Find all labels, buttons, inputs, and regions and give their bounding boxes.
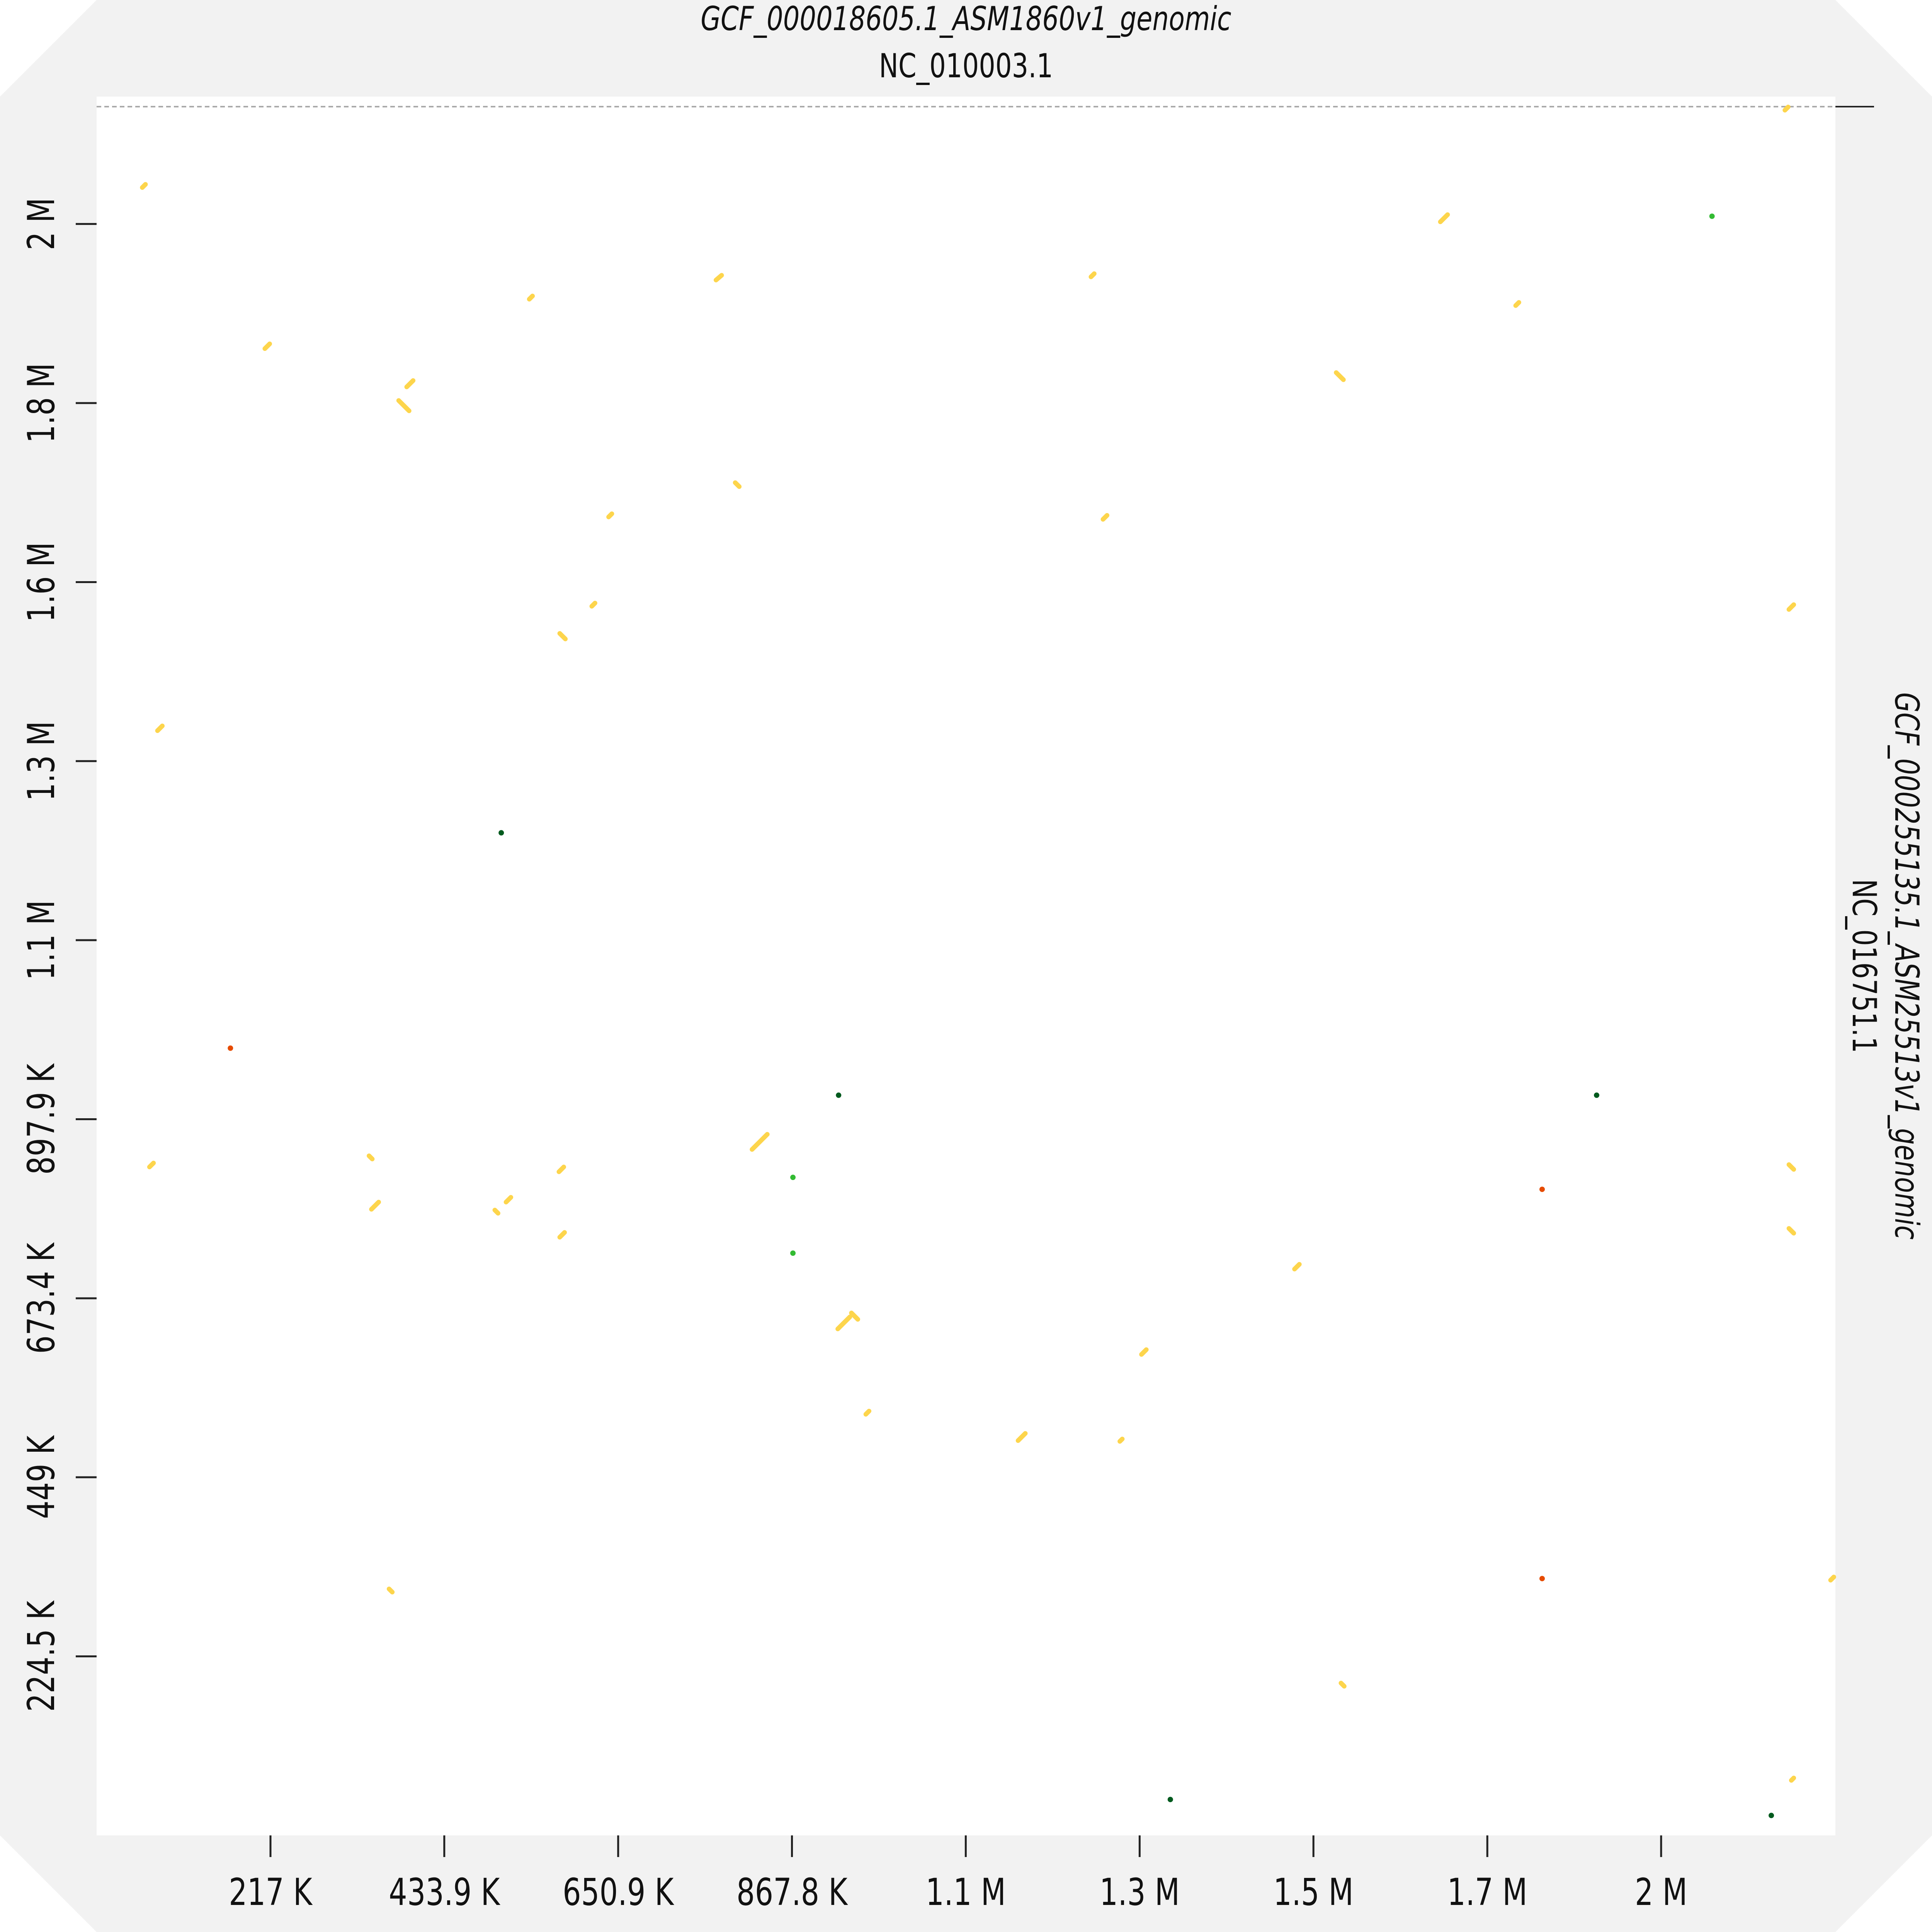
x-tick-label: 2 M [1635,1871,1687,1914]
x-tick-label: 217 K [229,1871,313,1914]
x-tick-label: 1.5 M [1273,1871,1353,1914]
alignment-point [1709,213,1715,219]
alignment-segment [262,341,272,351]
alignment-point [836,1092,842,1098]
alignment-segment [155,723,165,733]
alignment-segment [733,480,742,489]
alignment-segment [404,378,416,389]
chart-title: GCF_000018605.1_ASM1860v1_genomic [701,0,1231,38]
alignment-segment [713,273,724,282]
x-axis: 217 K 433.9 K 650.9 K 867.8 K 1.1 M 1.3 M 1.5 … [229,1835,1687,1914]
y-tick-label: 449 K [20,1435,63,1519]
right-title: GCF_000255135.1_ASM25513v1_genomic [1887,692,1926,1240]
alignment-segment [557,1230,567,1240]
alignment-segment [1786,602,1796,612]
x-tick-label: 433.9 K [389,1871,500,1914]
x-tick-label: 1.3 M [1100,1871,1180,1914]
alignment-point [1167,1797,1173,1803]
alignment-segment [1100,513,1109,522]
alignment-segment [492,1208,500,1216]
alignment-point [1769,1813,1774,1818]
x-tick-label: 867.8 K [736,1871,848,1914]
y-tick-label: 1.8 M [20,363,63,443]
alignment-segment [503,1195,514,1205]
alignment-point [1594,1092,1600,1098]
alignment-segment [147,1160,156,1170]
alignment-segment [1338,1680,1347,1689]
alignment-segment [386,1587,395,1595]
y-tick-label: 224.5 K [20,1600,63,1712]
alignment-segment [863,1408,872,1417]
alignment-segment [1015,1431,1028,1443]
alignment-segment [589,600,597,609]
alignment-segment [1786,1162,1796,1172]
alignment-segment [527,294,535,302]
alignment-point [1539,1576,1545,1582]
alignment-segment [1828,1575,1836,1583]
data-marks [140,104,1836,1818]
alignment-segment [1139,1347,1149,1357]
alignment-point [1539,1186,1545,1192]
alignment-segment [606,511,614,519]
alignment-segment [369,1200,381,1212]
alignment-segment [835,1315,852,1332]
alignment-segment [557,631,568,641]
right-subtitle: NC_016751.1 [1845,879,1883,1053]
alignment-point [228,1045,233,1051]
y-tick-label: 1.1 M [20,900,63,980]
plot-panel [97,97,1835,1835]
alignment-segment [1334,370,1346,382]
chart-subtitle: NC_010003.1 [879,47,1053,85]
x-tick-label: 650.9 K [563,1871,674,1914]
alignment-segment [367,1153,375,1162]
y-tick-label: 897.9 K [20,1063,63,1175]
alignment-point [790,1250,796,1256]
alignment-segment [1786,1226,1796,1236]
alignment-segment [1789,1776,1796,1783]
alignment-segment [849,1310,861,1322]
y-tick-label: 2 M [20,198,63,250]
alignment-segment [1117,1437,1125,1444]
alignment-segment [1088,271,1097,279]
alignment-segment [396,398,412,413]
alignment-point [498,830,504,836]
alignment-point [790,1175,796,1180]
alignment-segment [750,1132,770,1152]
alignment-segment [1438,212,1450,224]
x-tick-label: 1.1 M [926,1871,1006,1914]
alignment-segment [1782,104,1791,113]
y-tick-label: 1.6 M [20,542,63,622]
alignment-segment [140,182,148,190]
alignment-segment [1292,1262,1302,1272]
y-axis: 224.5 K 449 K 673.4 K 897.9 K 1.1 M 1.3 M 1.6 … [20,198,97,1712]
alignment-segment [556,1165,566,1174]
y-tick-label: 673.4 K [20,1242,63,1354]
y-tick-label: 1.3 M [20,721,63,801]
x-tick-label: 1.7 M [1447,1871,1527,1914]
alignment-segment [1513,300,1521,308]
